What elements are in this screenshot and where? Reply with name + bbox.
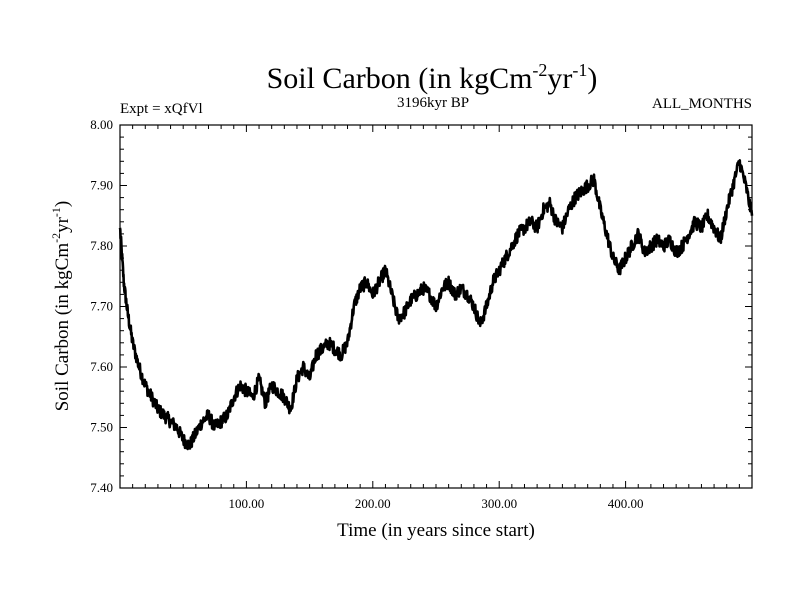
x-tick-label: 100.00: [229, 496, 265, 511]
title-mid: yr: [547, 62, 572, 95]
title-sup2: -1: [572, 60, 587, 80]
soil-carbon-chart: Soil Carbon (in kgCm-2yr-1) Expt = xQfVl…: [0, 0, 800, 600]
chart-title: Soil Carbon (in kgCm-2yr-1): [267, 60, 598, 95]
x-tick-label: 400.00: [608, 496, 644, 511]
y-tick-label: 8.00: [90, 117, 113, 132]
x-tick-label: 200.00: [355, 496, 391, 511]
experiment-label: Expt = xQfVl: [120, 101, 203, 117]
x-axis-label: Time (in years since start): [337, 520, 535, 541]
title-main: Soil Carbon (in kgCm: [267, 62, 533, 95]
y-tick-label: 7.50: [90, 420, 113, 435]
y-tick-label: 7.40: [90, 480, 113, 495]
y-axis-label: Soil Carbon (in kgCm-2yr-1): [49, 201, 73, 412]
x-tick-label: 300.00: [481, 496, 517, 511]
y-tick-label: 7.60: [90, 359, 113, 374]
title-end: ): [587, 62, 597, 95]
y-tick-label: 7.70: [90, 299, 113, 314]
months-label: ALL_MONTHS: [652, 96, 752, 112]
ylabel-sup1: -2: [49, 233, 63, 243]
y-tick-label: 7.90: [90, 178, 113, 193]
ylabel-main: Soil Carbon (in kgCm: [52, 243, 73, 412]
x-tick-labels: 100.00 200.00 300.00 400.00: [229, 496, 644, 511]
y-tick-labels: 7.40 7.50 7.60 7.70 7.80 7.90 8.00: [90, 117, 113, 495]
period-label: 3196kyr BP: [397, 95, 469, 111]
y-tick-label: 7.80: [90, 238, 113, 253]
series-line-soil-carbon: [120, 160, 752, 449]
title-sup1: -2: [532, 60, 547, 80]
ylabel-end: ): [52, 201, 73, 207]
ylabel-sup2: -1: [49, 207, 63, 217]
ylabel-mid: yr: [52, 216, 73, 233]
